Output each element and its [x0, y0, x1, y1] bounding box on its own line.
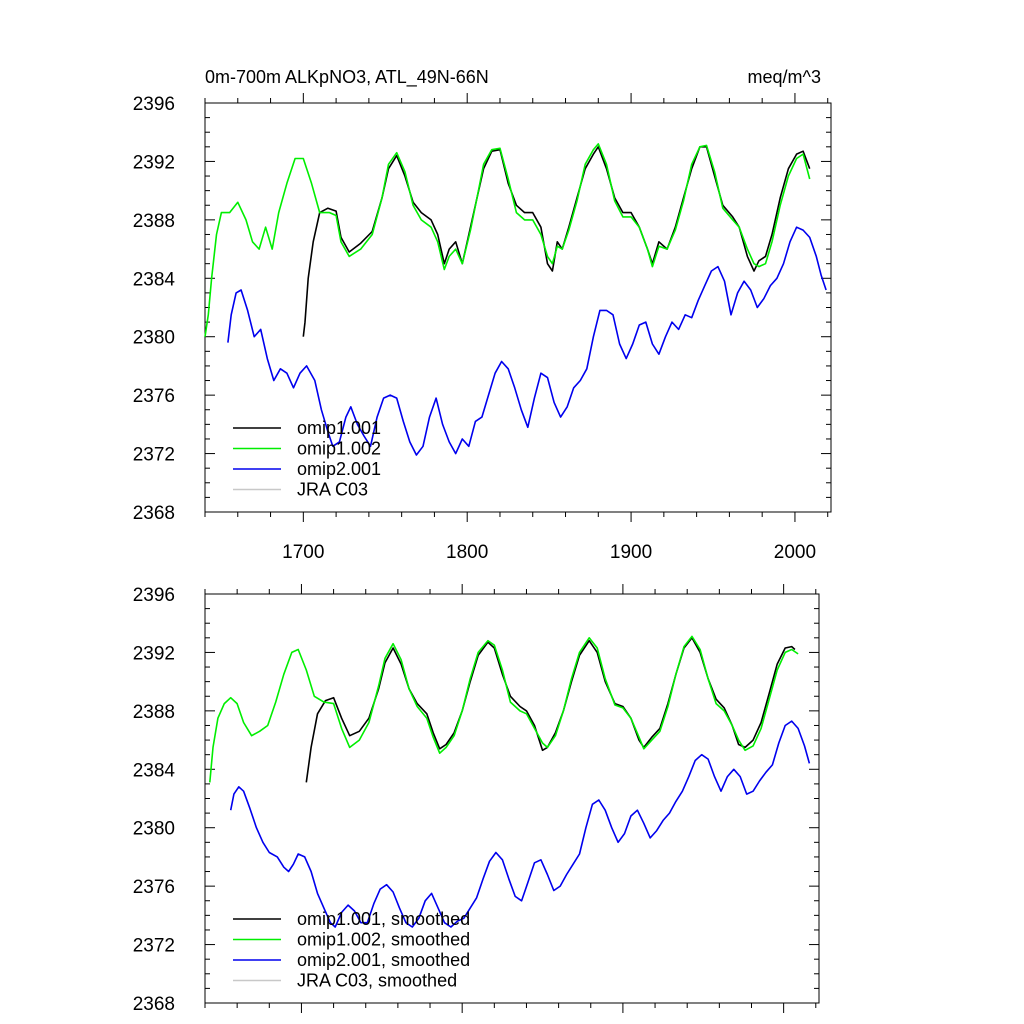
legend-label: omip1.002, smoothed: [297, 930, 470, 950]
y-tick-label: 2368: [133, 994, 175, 1015]
y-tick-label: 2384: [133, 760, 176, 781]
units-label: meq/m^3: [748, 67, 821, 87]
y-tick-label: 2372: [133, 936, 175, 957]
panel-bottom: 2368 2372 2376 2380 2384 2388 2392 2396 omip1.00…: [133, 584, 820, 1015]
x-tick-label: 1800: [446, 542, 488, 563]
series-line-omip1-002-smoothed: [209, 635, 799, 783]
x-tick-label: 2000: [774, 542, 816, 563]
y-tick-label: 2396: [133, 94, 175, 115]
y-tick-label: 2368: [133, 503, 175, 524]
x-tick-label: 1900: [610, 542, 652, 563]
y-tick-label: 2372: [133, 445, 175, 466]
legend-label: omip1.001: [297, 418, 381, 438]
legend-label: omip1.001, smoothed: [297, 909, 470, 929]
series-line-omip2-001: [227, 226, 827, 456]
y-tick-label: 2392: [133, 152, 175, 173]
y-tick-label: 2384: [133, 269, 176, 290]
y-tick-label: 2388: [133, 211, 175, 232]
y-tick-label: 2380: [133, 328, 175, 349]
series-line-omip1-001-smoothed: [305, 637, 796, 783]
y-tick-label: 2396: [133, 585, 175, 606]
x-tick-label: 1700: [282, 542, 324, 563]
legend-label: omip1.002: [297, 439, 381, 459]
series-line-omip2-001-smoothed: [229, 720, 811, 928]
y-tick-label: 2392: [133, 643, 175, 664]
legend-label: JRA C03, smoothed: [297, 971, 457, 991]
chart-title: 0m-700m ALKpNO3, ATL_49N-66N: [205, 67, 489, 88]
y-tick-label: 2388: [133, 702, 175, 723]
legend-label: JRA C03: [297, 480, 368, 500]
y-tick-label: 2376: [133, 877, 175, 898]
y-tick-label: 2376: [133, 386, 175, 407]
panel-top: 0m-700m ALKpNO3, ATL_49N-66N meq/m^3 2368 2…: [133, 67, 832, 563]
series-line-omip1-002: [204, 143, 811, 337]
legend-label: omip2.001, smoothed: [297, 950, 470, 970]
legend-label: omip2.001: [297, 459, 381, 479]
y-tick-label: 2380: [133, 819, 175, 840]
